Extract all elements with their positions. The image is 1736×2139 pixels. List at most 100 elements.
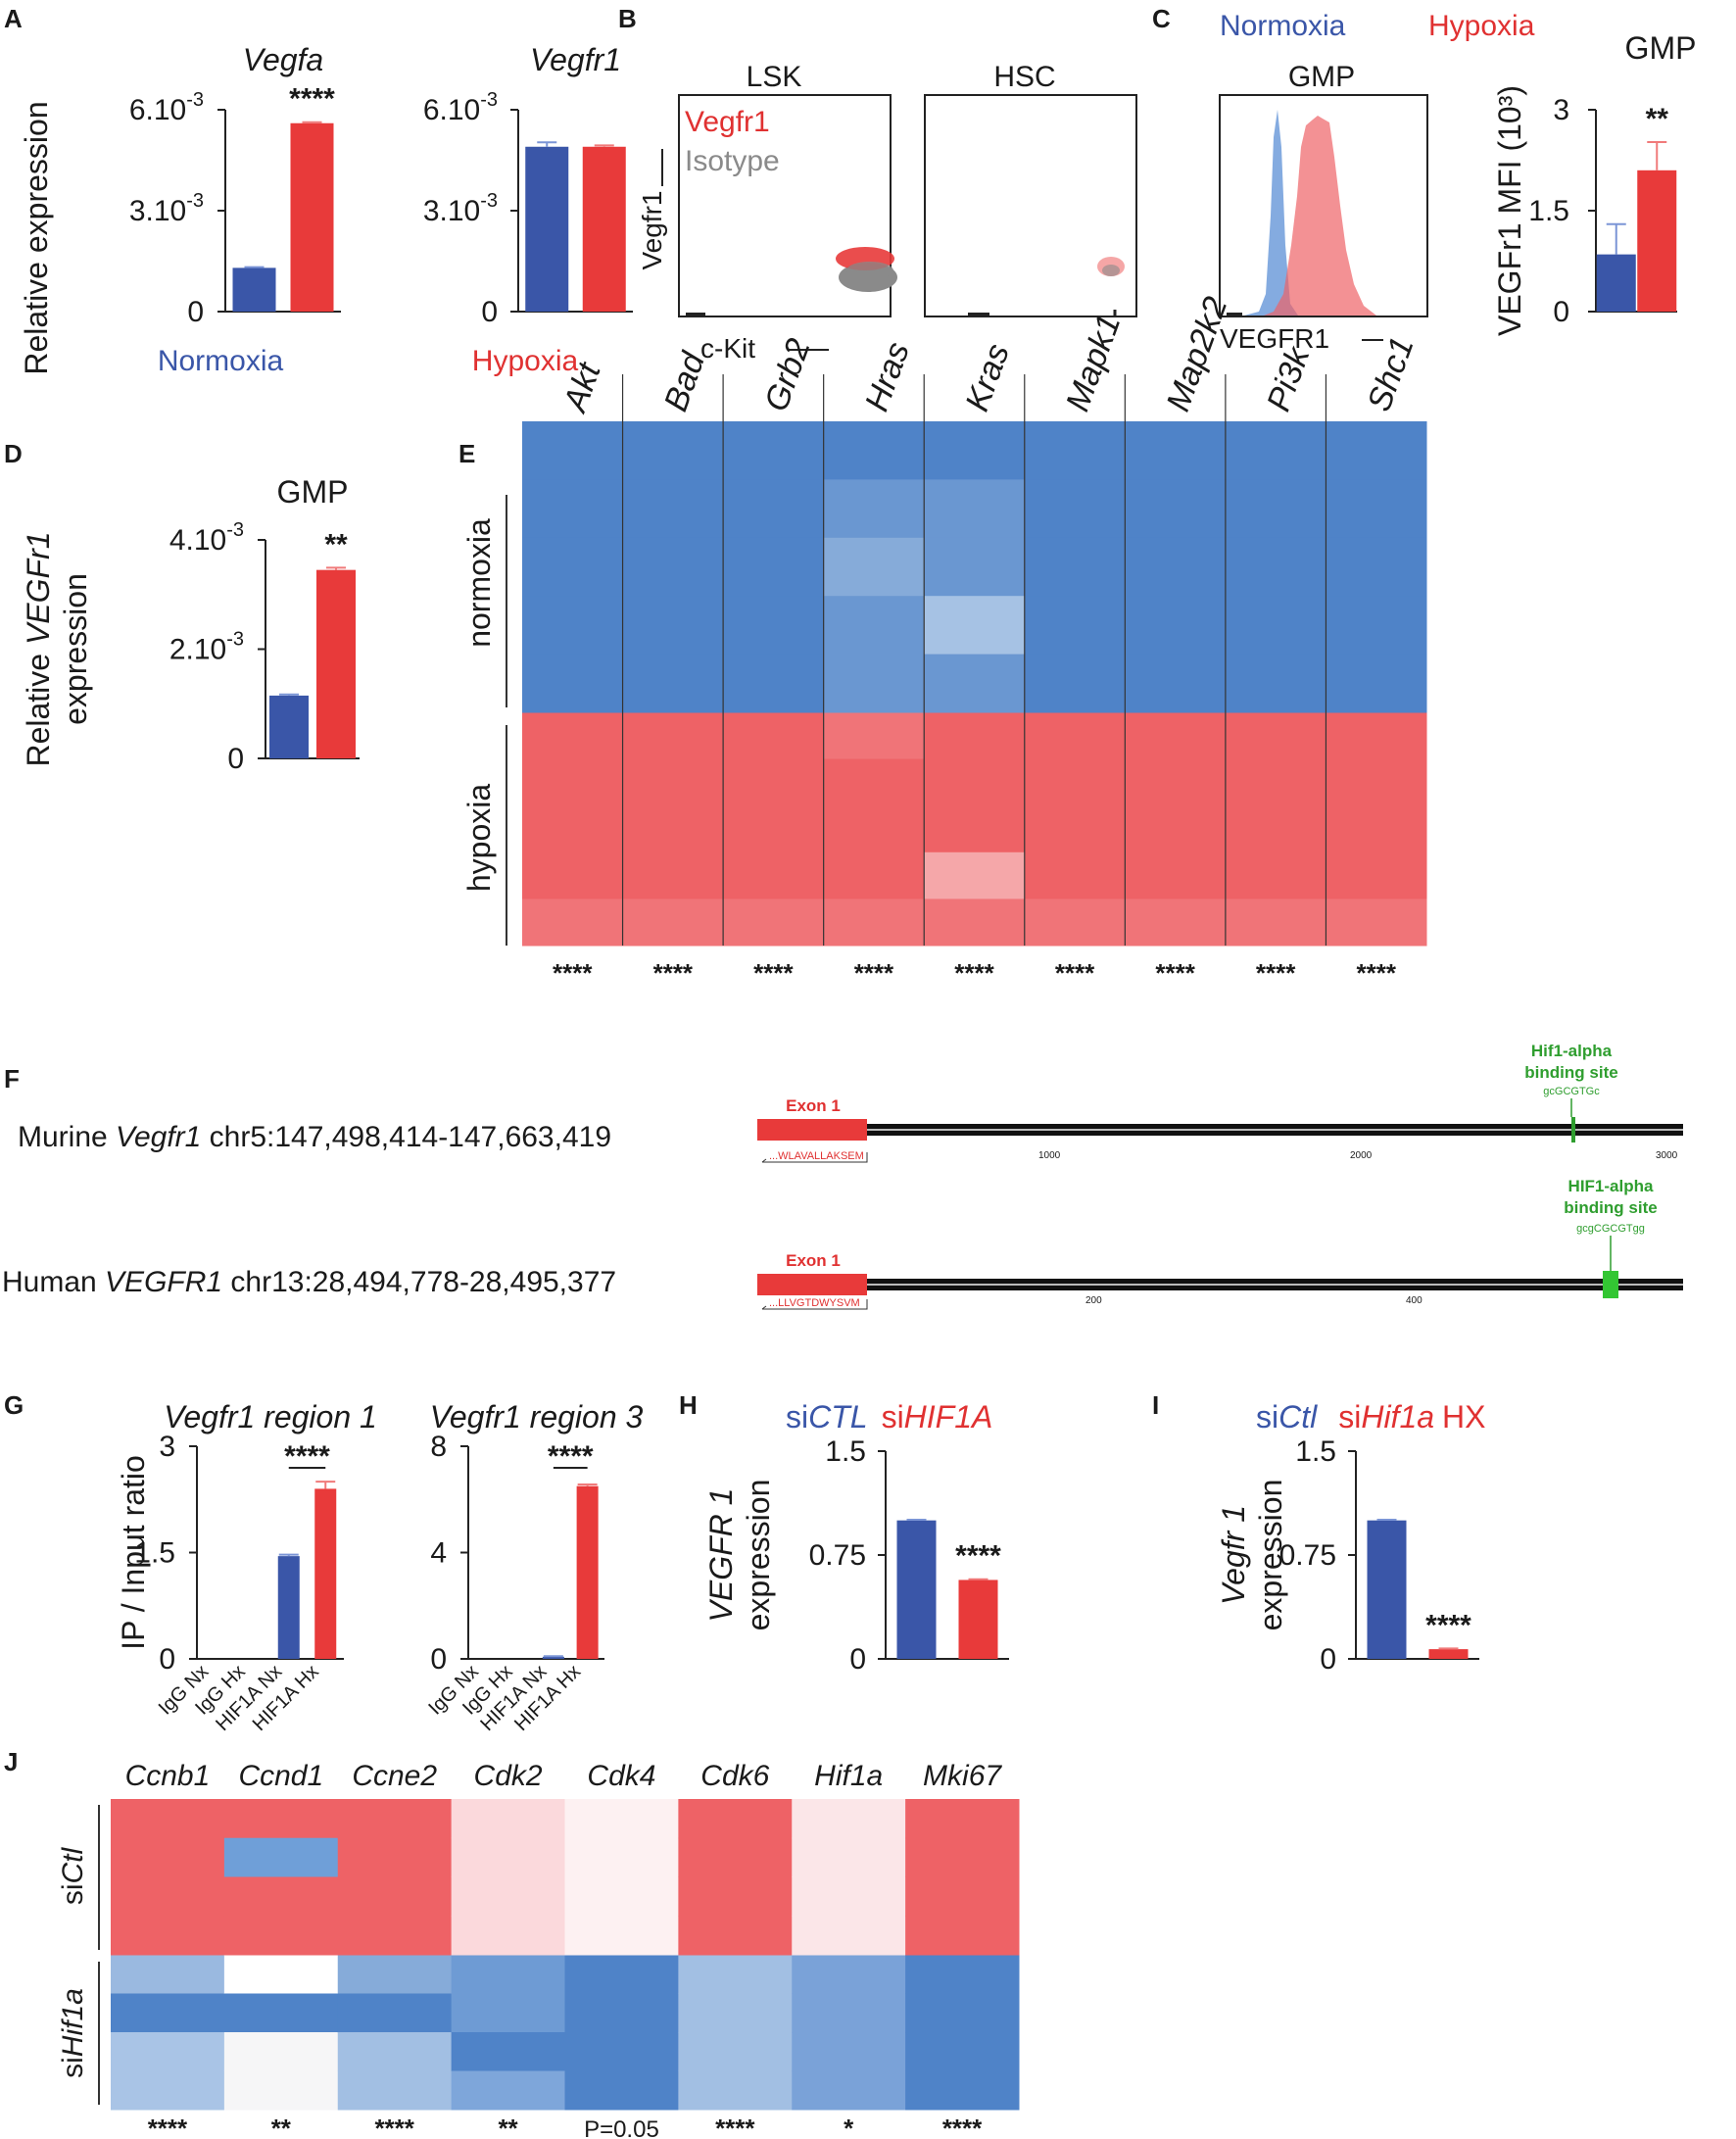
chart-vegfa: 0 3.10-3 6.10-3 **** Vegfa Relative expressio… xyxy=(19,42,341,375)
y-tick-label: 0 xyxy=(849,1643,866,1676)
heat-cell-hypoxia xyxy=(522,899,624,947)
heat-cell-normoxia xyxy=(1024,654,1126,713)
y-tick-label: 0 xyxy=(159,1643,175,1676)
heat-cell-hypoxia xyxy=(622,851,724,899)
significance-label: **** xyxy=(284,1440,330,1473)
heat-cell-hypoxia xyxy=(522,758,624,806)
heat-cell-sihif1a xyxy=(111,1955,225,1994)
heat-cell-hypoxia xyxy=(723,805,825,853)
heat-cell-hypoxia xyxy=(823,851,925,899)
heat-cell-hypoxia xyxy=(1125,758,1227,806)
panel-label-h: H xyxy=(679,1390,698,1420)
legend-h-ctl-prefix: si xyxy=(786,1399,808,1434)
heat-gene-label: Hras xyxy=(858,337,917,415)
y-tick-label: 0 xyxy=(187,296,204,328)
heatmap-j: Ccnb1 **** Ccnd1 ** Ccne2 **** Cdk2 ** Cdk4 P=0.0… xyxy=(57,1760,1020,2139)
heat-cell-hypoxia xyxy=(723,758,825,806)
heat-cell-sictl xyxy=(451,1916,565,1956)
y-tick-label: 0.75 xyxy=(1279,1539,1336,1572)
heat-cell-hypoxia xyxy=(1225,758,1326,806)
heat-cell-hypoxia xyxy=(1225,899,1326,947)
y-axis-label: Relative expression xyxy=(19,101,54,374)
heat-gene-label: Shc1 xyxy=(1361,332,1422,416)
heat-significance: **** xyxy=(942,2114,983,2139)
heat-cell-hypoxia xyxy=(622,805,724,853)
heat-cell-sihif1a xyxy=(905,2070,1020,2111)
chart-vegfr1: 0 3.10-3 6.10-3 Vegfr1 xyxy=(423,42,633,328)
heat-cell-sihif1a xyxy=(792,1993,906,2033)
heat-cell-sihif1a xyxy=(678,2070,793,2111)
bar-hypoxia xyxy=(316,569,356,758)
heat-cell-normoxia xyxy=(1024,479,1126,539)
heat-cell-sictl xyxy=(223,1837,339,1877)
human-peptide: ...LLVGTDWYSVM xyxy=(769,1297,860,1309)
significance-label: ** xyxy=(1646,103,1669,135)
heat-cell-hypoxia xyxy=(823,712,925,760)
heat-significance: **** xyxy=(653,958,694,988)
heat-gene-label: Mki67 xyxy=(923,1760,1002,1792)
human-label-prefix: Human xyxy=(2,1266,105,1298)
legend-i-hif: Hif1a xyxy=(1361,1399,1434,1434)
flow-gmp-title: GMP xyxy=(1288,61,1355,93)
heat-gene-label: Grb2 xyxy=(757,334,818,416)
bar-hypoxia xyxy=(1637,170,1677,312)
bar-normoxia xyxy=(525,146,569,312)
heat-cell-hypoxia xyxy=(522,805,624,853)
bar-hypoxia xyxy=(582,146,626,312)
heat-cell-sihif1a xyxy=(905,2032,1020,2071)
murine-exon-bracket xyxy=(761,1152,868,1163)
murine-site-line1: Hif1-alpha xyxy=(1531,1042,1613,1060)
heat-cell-sictl xyxy=(451,1799,565,1839)
heat-cell-hypoxia xyxy=(924,899,1026,947)
heat-cell-sictl xyxy=(905,1799,1020,1839)
heat-cell-hypoxia xyxy=(924,712,1026,760)
heat-cell-sictl xyxy=(905,1837,1020,1877)
heat-cell-sihif1a xyxy=(223,2032,339,2071)
heat-cell-sictl xyxy=(792,1876,906,1917)
bar-hif1a-hx xyxy=(576,1485,599,1659)
heat-cell-hypoxia xyxy=(723,712,825,760)
heat-cell-hypoxia xyxy=(1326,851,1427,899)
heat-significance: **** xyxy=(954,958,994,988)
bar-normoxia xyxy=(1596,254,1636,312)
panel-label-g: G xyxy=(4,1390,24,1420)
flow-y-label: Vegfr1 xyxy=(637,191,667,270)
flow-x-label: c-Kit xyxy=(700,333,755,364)
heat-cell-sictl xyxy=(564,1916,679,1956)
y-tick-label: 4.10-3 xyxy=(169,519,244,557)
y-tick-label: 8 xyxy=(430,1431,447,1463)
heat-cell-sihif1a xyxy=(111,2070,225,2111)
heat-cell-sihif1a xyxy=(451,2032,565,2071)
heat-cell-sihif1a xyxy=(905,1955,1020,1994)
murine-peptide: ...WLAVALLAKSEM xyxy=(769,1150,864,1162)
heat-cell-normoxia xyxy=(1225,596,1326,656)
chart-gmp-vegfr1: 0 2.10-3 4.10-3 ** GMP Relative VEGFr1express… xyxy=(21,474,360,775)
heat-cell-sictl xyxy=(337,1916,453,1956)
human-site-line2: binding site xyxy=(1564,1198,1657,1217)
human-label-gene: VEGFR1 xyxy=(105,1266,222,1298)
heat-cell-sihif1a xyxy=(678,1993,793,2033)
legend-normoxia-c: Normoxia xyxy=(1220,10,1346,42)
heat-significance: P=0.05 xyxy=(584,2116,659,2139)
heat-cell-sihif1a xyxy=(223,2070,339,2111)
heat-cell-sictl xyxy=(223,1799,339,1839)
bar-normoxia xyxy=(232,267,276,312)
significance-label: **** xyxy=(1425,1609,1471,1641)
chart-title: Vegfr1 region 1 xyxy=(164,1399,377,1434)
flow-gmp-frame xyxy=(1219,94,1428,317)
heat-cell-sihif1a xyxy=(564,2070,679,2111)
heat-significance: ** xyxy=(271,2114,292,2139)
panel-label-f: F xyxy=(4,1064,20,1094)
heat-gene-label: Cdk4 xyxy=(587,1760,655,1792)
heat-cell-sictl xyxy=(905,1876,1020,1917)
y-tick-label: 6.10-3 xyxy=(423,89,498,126)
heat-cell-hypoxia xyxy=(1024,758,1126,806)
legend-h-hif-prefix: si xyxy=(882,1399,904,1434)
heat-cell-normoxia xyxy=(1125,537,1227,597)
heat-cell-sihif1a xyxy=(792,2032,906,2071)
human-exon-bracket xyxy=(761,1299,868,1310)
heat-cell-normoxia xyxy=(723,596,825,656)
heat-cell-normoxia xyxy=(1024,596,1126,656)
isotype-cloud-overlap xyxy=(846,262,893,279)
